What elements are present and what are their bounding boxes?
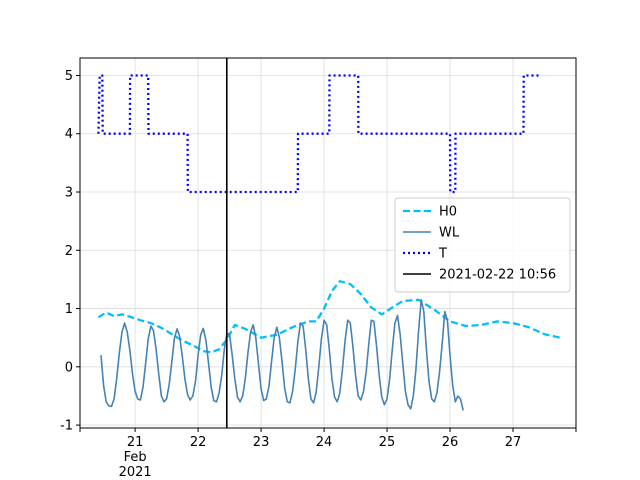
y-axis: -1 0 1 2 3 4 5 [60, 69, 80, 434]
x-tick-label: 23 [253, 435, 270, 450]
y-tick-label: 3 [65, 186, 73, 201]
series-line-wl [100, 299, 464, 411]
y-tick-label: 5 [65, 69, 73, 84]
legend-label: H0 [439, 205, 457, 220]
y-tick-label: 1 [65, 302, 73, 317]
x-month-label: Feb [124, 450, 147, 465]
x-tick-label: 24 [316, 435, 333, 450]
y-tick-label: -1 [60, 419, 73, 434]
x-tick-label: 22 [190, 435, 207, 450]
legend-box [394, 197, 571, 293]
y-tick-label: 4 [65, 127, 73, 142]
x-year-label: 2021 [119, 465, 152, 480]
series-line-t [97, 74, 540, 194]
x-tick-label: 21 [127, 435, 144, 450]
x-tick-label: 26 [442, 435, 459, 450]
series-layer [97, 74, 561, 411]
series-line-h0 [97, 280, 561, 354]
x-axis: Feb 2021 21 22 23 24 25 26 27 [79, 428, 577, 480]
x-tick-label: 27 [505, 435, 522, 450]
y-tick-label: 2 [65, 244, 73, 259]
legend: H0 WL T 2021-02-22 10:56 [394, 197, 571, 293]
x-tick-label: 25 [379, 435, 396, 450]
legend-label: WL [439, 226, 460, 241]
plot-frame [79, 57, 577, 429]
legend-label: 2021-02-22 10:56 [439, 268, 556, 283]
legend-entries: H0 WL T 2021-02-22 10:56 [403, 205, 556, 283]
legend-label: T [438, 247, 447, 262]
y-tick-label: 0 [65, 360, 73, 375]
